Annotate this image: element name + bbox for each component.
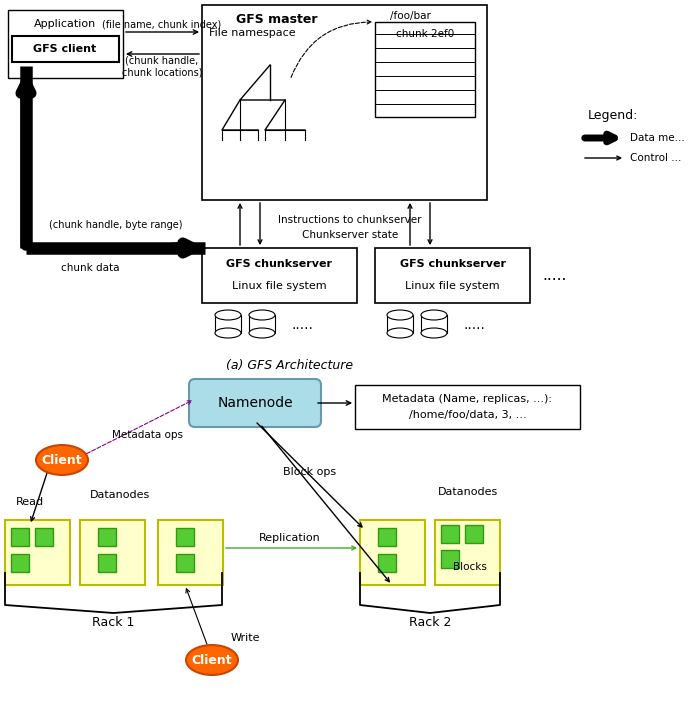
Text: (chunk handle,: (chunk handle,: [126, 55, 199, 65]
Text: Datanodes: Datanodes: [90, 490, 150, 500]
Bar: [8, 10, 123, 78]
Ellipse shape: [421, 328, 447, 338]
Bar: [35, 528, 53, 546]
Ellipse shape: [387, 328, 413, 338]
Text: GFS client: GFS client: [34, 44, 96, 54]
Text: (a) GFS Architecture: (a) GFS Architecture: [226, 358, 354, 371]
Bar: [378, 554, 396, 572]
Bar: [202, 5, 487, 200]
Bar: [441, 525, 459, 543]
Bar: [98, 528, 116, 546]
Ellipse shape: [421, 310, 447, 320]
Bar: [249, 315, 275, 333]
Text: Legend:: Legend:: [588, 109, 639, 122]
Bar: [465, 525, 483, 543]
Text: /home/foo/data, 3, …: /home/foo/data, 3, …: [408, 410, 526, 420]
Text: Namenode: Namenode: [217, 396, 293, 410]
Ellipse shape: [249, 328, 275, 338]
Text: Linux file system: Linux file system: [405, 281, 500, 291]
Bar: [158, 520, 223, 585]
Text: GFS chunkserver: GFS chunkserver: [399, 259, 505, 269]
Bar: [375, 22, 475, 117]
Ellipse shape: [186, 645, 238, 675]
Text: Rack 1: Rack 1: [92, 616, 134, 629]
Bar: [215, 315, 241, 333]
Bar: [355, 385, 580, 429]
Text: Blocks: Blocks: [453, 562, 487, 572]
Text: .....: .....: [463, 318, 485, 332]
Bar: [360, 520, 425, 585]
Text: Control ...: Control ...: [630, 153, 681, 163]
Ellipse shape: [215, 328, 241, 338]
Bar: [421, 315, 447, 333]
Bar: [375, 248, 530, 303]
Bar: [11, 554, 29, 572]
Text: Metadata ops: Metadata ops: [112, 430, 184, 440]
Text: Write: Write: [230, 633, 260, 643]
Text: Metadata (Name, replicas, ...):: Metadata (Name, replicas, ...):: [383, 394, 553, 404]
Text: (file name, chunk index): (file name, chunk index): [103, 19, 222, 29]
Text: GFS master: GFS master: [236, 12, 318, 25]
Text: Replication: Replication: [259, 533, 321, 543]
Bar: [80, 520, 145, 585]
Text: File namespace: File namespace: [209, 28, 295, 38]
Bar: [176, 554, 194, 572]
Text: Datanodes: Datanodes: [438, 487, 498, 497]
Ellipse shape: [215, 310, 241, 320]
Text: chunk 2ef0: chunk 2ef0: [396, 29, 454, 39]
Bar: [202, 248, 357, 303]
Text: GFS chunkserver: GFS chunkserver: [226, 259, 332, 269]
Text: .....: .....: [291, 318, 313, 332]
Text: Linux file system: Linux file system: [232, 281, 327, 291]
Bar: [11, 528, 29, 546]
Ellipse shape: [249, 310, 275, 320]
Bar: [5, 520, 70, 585]
Bar: [387, 315, 413, 333]
Text: chunk locations): chunk locations): [121, 67, 202, 77]
Bar: [378, 528, 396, 546]
Bar: [12, 36, 119, 62]
Bar: [441, 550, 459, 568]
Text: (chunk handle, byte range): (chunk handle, byte range): [50, 220, 183, 230]
Text: /foo/bar: /foo/bar: [389, 11, 431, 21]
Text: Rack 2: Rack 2: [409, 616, 451, 629]
Text: .....: .....: [543, 268, 567, 283]
Bar: [176, 528, 194, 546]
Text: Application: Application: [34, 19, 96, 29]
Text: Instructions to chunkserver: Instructions to chunkserver: [279, 215, 422, 225]
Text: chunk data: chunk data: [61, 263, 119, 273]
Text: Read: Read: [16, 497, 44, 507]
Text: Block ops: Block ops: [283, 467, 336, 477]
Bar: [98, 554, 116, 572]
Text: Client: Client: [42, 454, 82, 466]
Ellipse shape: [36, 445, 88, 475]
Bar: [435, 520, 500, 585]
Ellipse shape: [387, 310, 413, 320]
Text: Chunkserver state: Chunkserver state: [302, 230, 398, 240]
Text: Data me...: Data me...: [630, 133, 685, 143]
FancyBboxPatch shape: [189, 379, 321, 427]
Text: Client: Client: [192, 653, 232, 666]
